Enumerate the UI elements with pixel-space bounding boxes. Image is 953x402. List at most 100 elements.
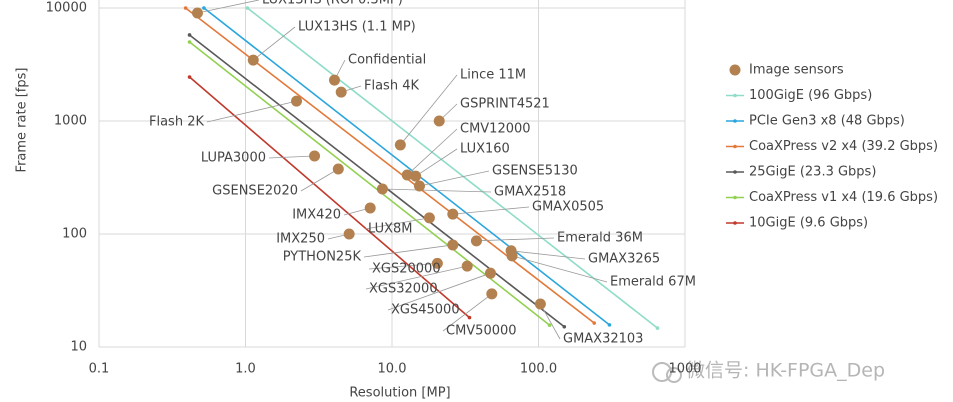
point-label: XGS20000: [372, 262, 441, 277]
point-label: GSENSE2020: [212, 184, 298, 199]
point-label: XGS45000: [391, 303, 460, 318]
sensor-point: [461, 260, 473, 272]
leader-line: [368, 262, 438, 270]
point-label: Lince 11M: [460, 68, 526, 83]
leader-line: [442, 293, 493, 332]
leader-line: [365, 265, 468, 290]
line-end: [187, 75, 192, 79]
legend-swatch: [733, 144, 737, 149]
point-label: XGS32000: [369, 282, 438, 297]
point-label: LUX13HS (1.1 MP): [298, 20, 416, 35]
leader-line: [382, 188, 492, 193]
watermark-icon: [652, 362, 682, 383]
legend-label: Image sensors: [749, 63, 844, 78]
point-label: GMAX0505: [532, 200, 604, 215]
legend-swatch: [733, 195, 737, 200]
point-label: Emerald 36M: [557, 231, 643, 246]
x-tick-label: 1.0: [235, 362, 256, 377]
leader-line: [406, 128, 458, 176]
x-tick-label: 1000: [668, 362, 701, 377]
leader-line: [268, 155, 315, 159]
sensor-point: [447, 239, 459, 251]
sensor-point: [534, 298, 546, 310]
sensor-point: [423, 212, 435, 224]
point-label: GSENSE5130: [492, 164, 578, 179]
leader-line: [415, 148, 458, 177]
line-end: [592, 321, 597, 325]
sensor-point: [401, 169, 413, 181]
point-label: LUPA3000: [201, 151, 266, 166]
line-end: [187, 40, 192, 44]
y-tick-label: 10: [70, 340, 87, 355]
point-label: IMX420: [292, 208, 341, 223]
legend-swatch: [733, 221, 737, 225]
line-end: [547, 323, 552, 327]
point-label: CMV12000: [460, 122, 531, 137]
leader-line: [300, 168, 339, 192]
sensor-point: [364, 202, 376, 214]
sensor-point: [332, 163, 344, 175]
sensor-point: [309, 150, 321, 162]
line-end: [607, 323, 612, 327]
leader-line: [364, 217, 430, 230]
legend-label: CoaXPress v2 x4 (39.2 Gbps): [749, 139, 938, 154]
line-end: [562, 324, 567, 329]
legend-label: 25GigE (23.3 Gbps): [749, 165, 876, 180]
sensor-point: [431, 257, 443, 269]
point-label: Confidential: [348, 53, 426, 68]
line-end: [183, 6, 188, 10]
legend-label: 10GigE (9.6 Gbps): [749, 216, 868, 231]
sensor-point: [506, 250, 518, 262]
legend-label: 100GigE (96 Gbps): [749, 88, 872, 103]
point-label: PYTHON25K: [283, 250, 362, 265]
sensor-point: [447, 208, 459, 220]
legend-swatch: [729, 64, 741, 76]
plot: [183, 6, 660, 330]
x-tick-label: 0.1: [89, 362, 110, 377]
sensor-point: [484, 267, 496, 279]
sensor-point: [343, 228, 355, 240]
point-label: GMAX3265: [588, 252, 660, 267]
y-tick-label: 100: [62, 227, 87, 242]
sensor-point: [394, 139, 406, 151]
sensor-point: [376, 183, 388, 195]
sensor-point: [433, 115, 445, 127]
leader-line: [363, 244, 453, 258]
leader-line: [206, 100, 297, 123]
legend-label: PCIe Gen3 x8 (48 Gbps): [749, 114, 905, 129]
leader-line: [197, 0, 260, 14]
leader-line: [387, 272, 491, 311]
point-label: IMX250: [276, 232, 325, 247]
watermark: 微信号: HK-FPGA_Dep: [686, 360, 885, 382]
sensor-point: [335, 86, 347, 98]
line-end: [467, 315, 472, 320]
point-label: GMAX2518: [494, 185, 566, 200]
legend-swatch: [733, 170, 737, 174]
bandwidth-line: [246, 7, 658, 329]
sensor-point: [247, 54, 259, 66]
sensor-point: [291, 95, 303, 107]
point-label: LUX160: [460, 142, 510, 157]
point-label: LUX13HS (ROI 0.3MP): [262, 0, 403, 8]
sensor-point: [328, 74, 340, 86]
sensor-point: [413, 180, 425, 192]
bandwidth-line: [189, 34, 565, 328]
leader-line: [419, 170, 490, 187]
y-tick-label: 1000: [54, 114, 87, 129]
bandwidth-line: [203, 7, 610, 326]
legend-swatch: [733, 93, 737, 98]
leader-line: [253, 26, 296, 61]
legend-swatch: [733, 119, 737, 123]
line-end: [202, 6, 206, 10]
line-end: [655, 326, 660, 330]
point-label: GMAX32103: [563, 332, 643, 347]
x-tick-label: 10.0: [378, 362, 407, 377]
leader-line: [400, 74, 458, 146]
leader-line: [540, 303, 561, 340]
x-axis-label: Resolution [MP]: [349, 386, 450, 401]
sensor-point: [470, 235, 482, 247]
legend-label: CoaXPress v1 x4 (19.6 Gbps): [749, 190, 938, 205]
sensor-point: [410, 170, 422, 182]
bandwidth-line: [189, 76, 471, 319]
